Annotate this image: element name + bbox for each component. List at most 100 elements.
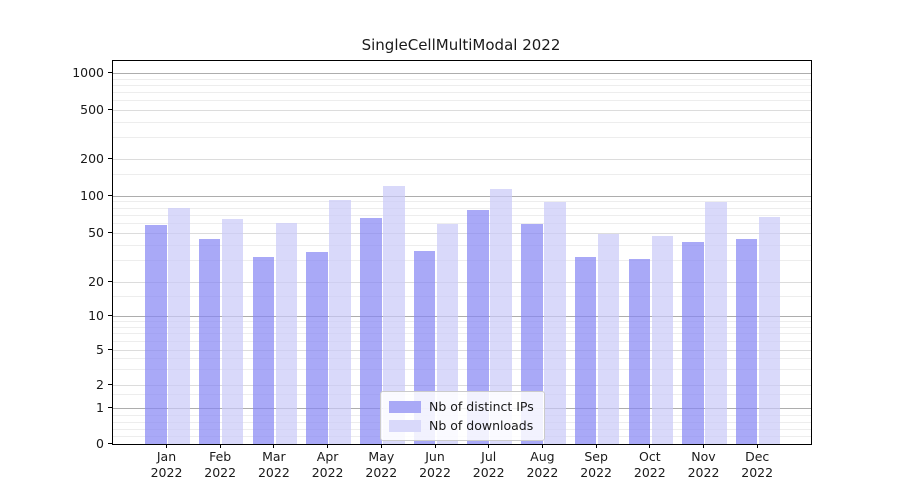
x-tick-mark (219, 444, 221, 448)
x-tick-label-line: Feb (209, 449, 232, 464)
x-tick-label-line: Jan (156, 449, 177, 464)
y-tick-mark (108, 109, 112, 110)
minor-gridline (113, 369, 811, 371)
x-tick-mark (273, 444, 275, 448)
x-tick-label-line: Nov (691, 449, 716, 464)
y-tick-mark (108, 231, 112, 233)
x-tick-label-line: 2022 (311, 464, 344, 480)
chart-title: SingleCellMultiModal 2022 (361, 36, 561, 54)
minor-gridline (113, 100, 811, 102)
minor-gridline (113, 260, 811, 262)
bar-downloads-sep (597, 234, 620, 444)
major-gridline (113, 385, 811, 386)
y-tick-label: 200 (80, 150, 104, 166)
x-tick-mark (380, 444, 382, 448)
minor-gridline (113, 222, 811, 224)
x-tick-label-line: 2022 (204, 464, 237, 480)
y-tick-mark (108, 281, 112, 282)
x-tick-label-line: 2022 (150, 464, 183, 480)
y-tick-label: 5 (96, 341, 104, 357)
minor-gridline (113, 85, 811, 87)
y-tick-mark (108, 406, 112, 408)
x-tick-label-line: May (368, 449, 395, 464)
x-tick-label-line: 2022 (580, 464, 612, 480)
y-tick-mark (108, 315, 112, 316)
x-tick-mark (166, 444, 167, 448)
minor-gridline (113, 137, 811, 139)
decade-gridline (113, 195, 811, 197)
plot-area: Nb of distinct IPs Nb of downloads (112, 60, 812, 445)
x-tick-label-line: 2022 (472, 464, 505, 480)
y-tick-label: 10 (88, 308, 104, 323)
y-tick-mark (108, 194, 112, 196)
bar-distinct-ips-jul (467, 210, 489, 444)
bar-distinct-ips-oct (628, 258, 651, 444)
y-tick-label: 1000 (72, 65, 104, 81)
decade-gridline (113, 73, 811, 75)
bar-downloads-dec (758, 216, 781, 444)
x-tick-mark (703, 444, 704, 448)
x-tick-label-line: 2022 (633, 464, 666, 480)
legend: Nb of distinct IPs Nb of downloads (380, 391, 545, 441)
x-tick-label: Jan 2022 (135, 449, 199, 480)
major-gridline (113, 158, 811, 160)
x-tick-label-line: Oct (638, 449, 661, 464)
y-tick-label: 100 (80, 187, 104, 203)
y-tick-label: 1 (96, 399, 104, 415)
x-tick-label: Nov 2022 (672, 449, 736, 480)
bar-distinct-ips-dec (735, 238, 758, 444)
legend-item-distinct-ips: Nb of distinct IPs (389, 399, 534, 414)
x-tick-label-line: Apr (316, 449, 339, 464)
bar-distinct-ips-may (360, 218, 382, 444)
minor-gridline (113, 214, 811, 216)
bar-downloads-oct (651, 236, 674, 444)
minor-gridline (113, 296, 811, 298)
legend-label-distinct-ips: Nb of distinct IPs (429, 399, 534, 414)
x-tick-label-line: Jul (481, 449, 497, 464)
bar-distinct-ips-mar (252, 257, 275, 444)
minor-gridline (113, 92, 811, 94)
minor-gridline (113, 207, 811, 209)
bar-distinct-ips-feb (198, 238, 221, 444)
y-tick-label: 20 (88, 274, 104, 289)
x-tick-mark (488, 444, 490, 448)
x-tick-label-line: 2022 (741, 464, 774, 480)
x-tick-label-line: Sep (584, 449, 608, 464)
y-tick-mark (108, 384, 112, 385)
bar-downloads-feb (221, 219, 244, 444)
x-tick-label-line: Dec (745, 449, 770, 464)
legend-swatch-distinct-ips (389, 400, 421, 413)
major-gridline (113, 282, 811, 283)
major-gridline (113, 110, 811, 111)
x-tick-label: Jul 2022 (457, 449, 521, 480)
bar-distinct-ips-sep (574, 257, 597, 444)
minor-gridline (113, 201, 811, 203)
minor-gridline (113, 326, 811, 328)
bar-distinct-ips-jan (145, 225, 167, 444)
x-tick-label: Oct 2022 (618, 449, 682, 480)
legend-swatch-downloads (389, 419, 421, 432)
x-tick-label: Dec 2022 (725, 449, 789, 480)
y-tick-label: 50 (88, 224, 104, 240)
minor-gridline (113, 321, 811, 323)
y-tick-label: 2 (96, 377, 104, 392)
x-tick-label-line: Mar (262, 449, 286, 464)
minor-gridline (113, 244, 811, 246)
major-gridline (113, 349, 811, 351)
bar-downloads-jan (168, 208, 190, 444)
bar-distinct-ips-apr (306, 252, 328, 444)
minor-gridline (113, 121, 811, 123)
bar-distinct-ips-aug (521, 224, 543, 444)
y-tick-label: 0 (96, 435, 104, 451)
x-tick-label: Feb 2022 (188, 449, 252, 480)
bar-downloads-apr (329, 200, 351, 444)
minor-gridline (113, 333, 811, 335)
y-tick-mark (108, 442, 112, 444)
minor-gridline (113, 78, 811, 80)
y-tick-mark (108, 72, 112, 74)
legend-label-downloads: Nb of downloads (429, 418, 534, 433)
x-tick-mark (541, 444, 543, 448)
x-tick-label-line: Aug (530, 449, 555, 464)
bar-distinct-ips-nov (682, 242, 704, 444)
